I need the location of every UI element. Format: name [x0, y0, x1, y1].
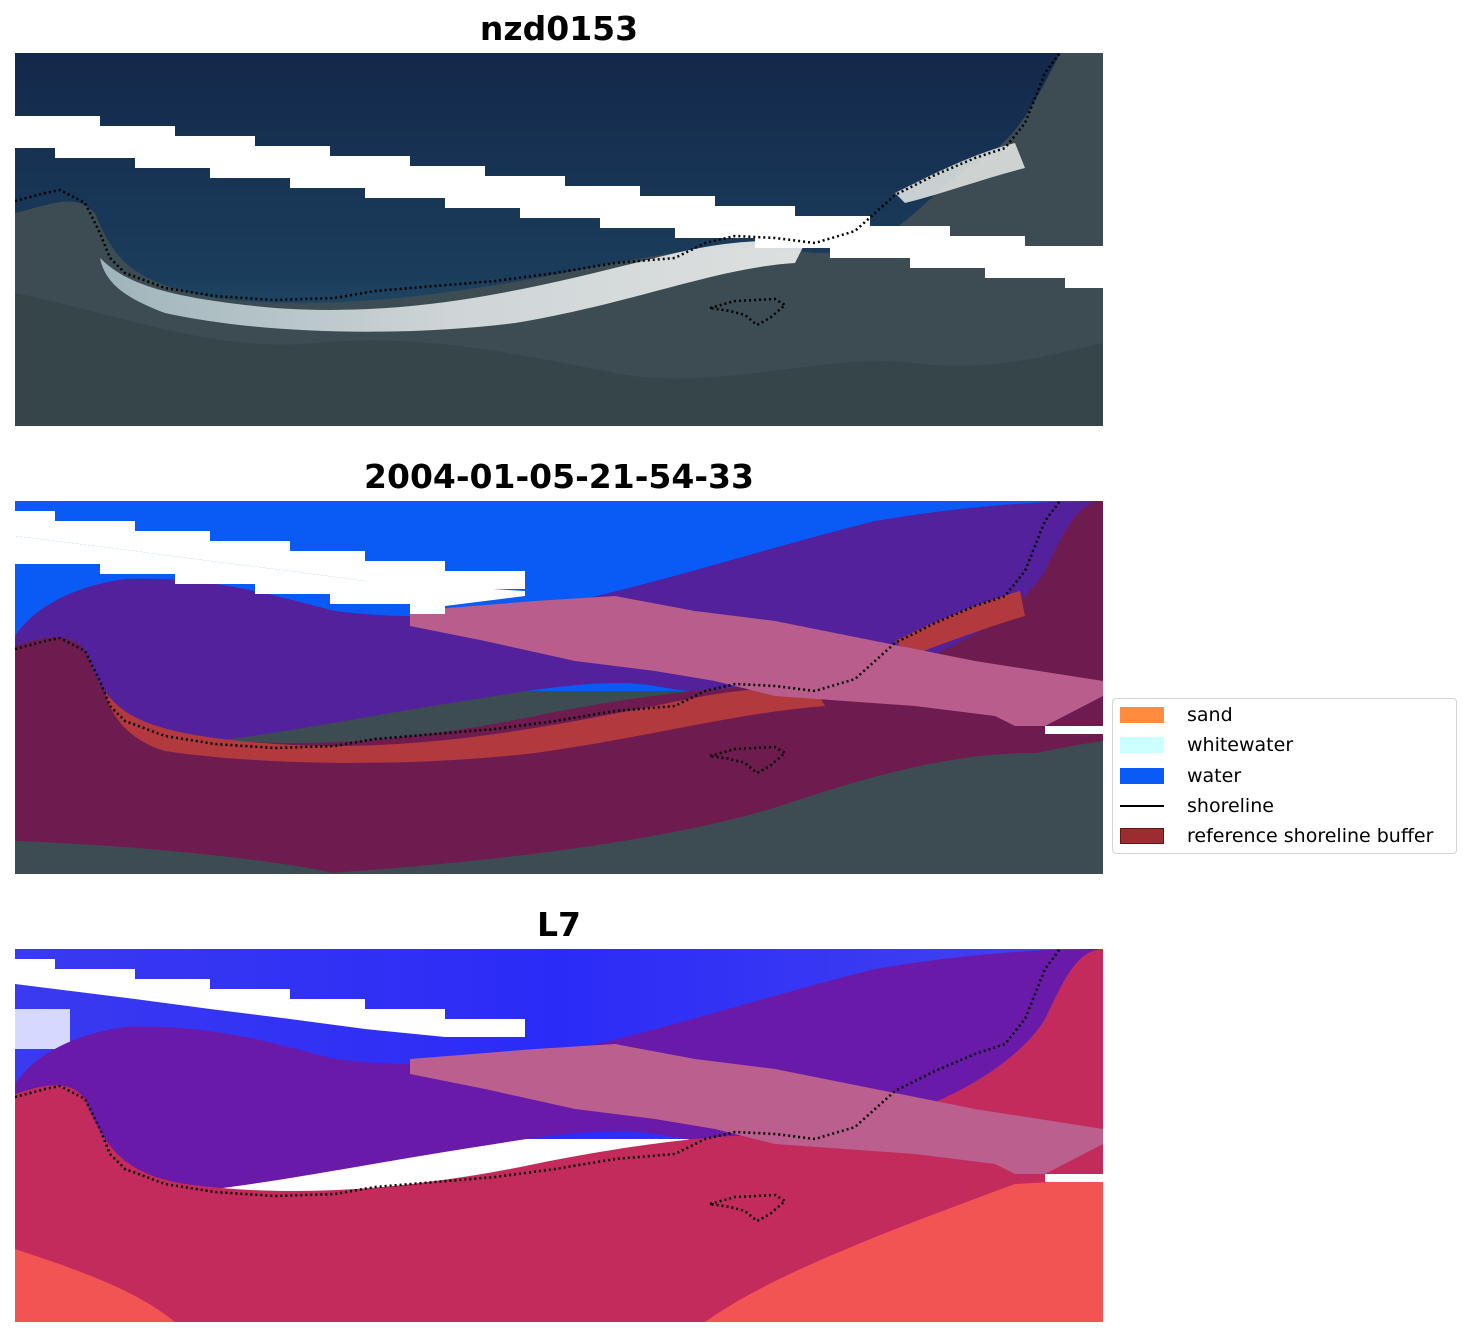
legend-label: water — [1187, 765, 1242, 787]
red-index-area — [15, 949, 1103, 1322]
land-area — [15, 53, 1103, 426]
shoreline-line-icon — [1120, 805, 1164, 807]
cloud-gap-band — [15, 949, 525, 1037]
cloud-gap-right — [1045, 726, 1103, 734]
land-texture — [15, 293, 1103, 426]
white-corner — [15, 1009, 70, 1049]
sand-swatch — [1120, 707, 1164, 723]
cloud-gap-lower — [15, 501, 525, 589]
whitewater-swatch — [1120, 737, 1164, 753]
legend-label: whitewater — [1187, 734, 1294, 756]
legend-label: sand — [1187, 704, 1233, 726]
legend-item-water: water — [1120, 765, 1456, 787]
water-swatch — [1120, 768, 1164, 784]
sand-red-strip — [105, 688, 825, 763]
legend-item-whitewater: whitewater — [1120, 734, 1456, 756]
legend-label: shoreline — [1187, 795, 1274, 817]
shoreline — [15, 949, 1061, 1198]
sand-red-east — [895, 591, 1025, 656]
panel-title-satellite: nzd0153 — [479, 9, 639, 48]
buffer-overlay — [15, 501, 1103, 874]
pink-band — [410, 1044, 1103, 1174]
bright-red-land — [15, 1179, 1103, 1322]
cloud-gap-band — [15, 501, 525, 614]
legend-label: reference shoreline buffer — [1187, 825, 1434, 847]
legend-item-shoreline: shoreline — [1120, 795, 1456, 817]
cloud-gap-right — [1045, 1174, 1103, 1182]
land-unclassified — [15, 741, 1103, 874]
panel-title-sensor: L7 — [537, 905, 581, 944]
shoreline — [15, 53, 1061, 302]
legend-item-sand: sand — [1120, 704, 1456, 726]
panel-title-date: 2004-01-05-21-54-33 — [364, 457, 754, 496]
beach-strip — [100, 241, 805, 332]
legend: sand whitewater water shoreline referenc… — [1112, 698, 1457, 854]
beach-strip-east — [895, 143, 1025, 203]
satellite-image-panel — [15, 53, 1103, 426]
pink-band — [410, 596, 1103, 726]
classification-panel — [15, 501, 1103, 874]
cloud-gap-band — [15, 53, 1103, 288]
legend-item-buffer: reference shoreline buffer — [1120, 825, 1456, 847]
buffer-swatch — [1120, 828, 1164, 844]
index-panel — [15, 949, 1103, 1322]
shoreline — [15, 501, 1061, 750]
